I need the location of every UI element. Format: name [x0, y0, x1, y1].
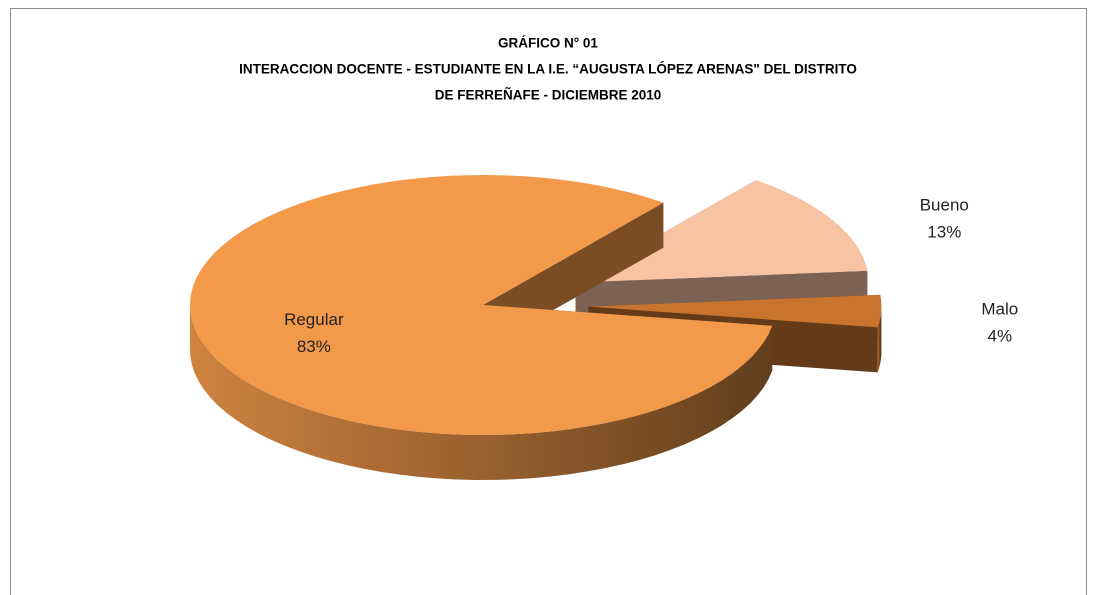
data-label-name: Regular: [284, 310, 344, 329]
data-label-name: Malo: [981, 300, 1018, 319]
data-label-value: 83%: [297, 337, 331, 356]
chart-subtitle: DE FERREÑAFE - DICIEMBRE 2010: [435, 88, 662, 103]
data-label-name: Bueno: [920, 195, 969, 214]
slice-top: [588, 294, 882, 328]
data-label-value: 4%: [988, 327, 1013, 346]
slice-side: [190, 302, 773, 480]
slice-top: [190, 175, 773, 435]
data-label-value: 13%: [927, 222, 961, 241]
slice-top: [575, 180, 868, 283]
pie-slice: [190, 175, 773, 480]
slice-side: [877, 304, 882, 373]
chart-subtitle: INTERACCION DOCENTE - ESTUDIANTE EN LA I…: [239, 62, 857, 77]
chart-title: GRÁFICO N° 01: [498, 36, 598, 51]
